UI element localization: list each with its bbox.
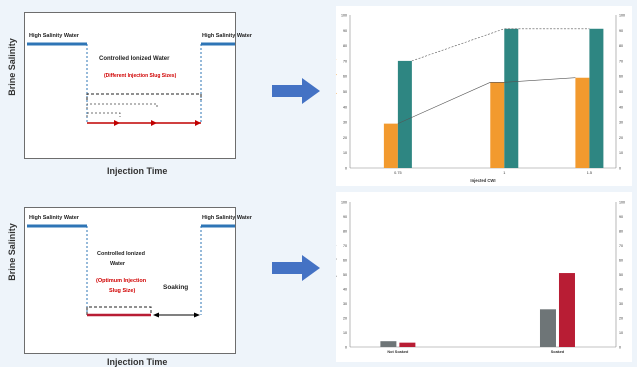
y-tick-label: 50: [343, 273, 347, 277]
bar: [589, 28, 604, 168]
y-tick-label: 30: [343, 121, 347, 125]
slug-arrow-2: [151, 120, 157, 126]
chart-soaking-svg: 0 10 20 30 40 50 60 70 80 90 100 0 10 20 30 40 50 60 70 80 9…: [336, 201, 625, 355]
y2-tick-label: 20: [619, 317, 623, 321]
y-tick-label: 40: [343, 105, 347, 109]
middle-title-line1: Controlled Ionized: [97, 251, 145, 257]
y2-tick-label: 30: [619, 121, 623, 125]
bar: [504, 28, 519, 168]
x-tick-label: 1.5: [587, 171, 592, 175]
y-axis-label-bottom: Brine Salinity: [7, 223, 17, 281]
middle-note-line2: Slug Size): [109, 288, 136, 294]
x-tick-label: Not Soaked: [387, 350, 409, 354]
bar: [490, 82, 505, 168]
y2-tick-label: 0: [619, 346, 621, 350]
right-water-label-2: High Salinity Water: [202, 215, 252, 221]
chart-soaking: 0 10 20 30 40 50 60 70 80 90 100 0 10 20 30 40 50 60 70 80 9…: [336, 192, 632, 362]
trend-line: [411, 28, 590, 62]
soaking-label: Soaking: [163, 284, 189, 291]
slug-arrow-3: [195, 120, 201, 126]
y2-tick-label: 80: [619, 44, 623, 48]
y-tick-label: 70: [343, 244, 347, 248]
y-tick-label: 70: [343, 59, 347, 63]
bar: [397, 60, 412, 168]
y2-tick-label: 60: [619, 259, 623, 263]
y2-tick-label: 0: [619, 167, 621, 171]
bar: [575, 77, 590, 168]
bottom-schematic-drawing: [27, 224, 235, 318]
y2-tick-label: 50: [619, 90, 623, 94]
bar: [383, 123, 398, 168]
y-axis-label: Incremental Tertiary Recovery Factor, %: [336, 54, 337, 129]
y2-tick-label: 10: [619, 331, 623, 335]
y2-tick-label: 90: [619, 215, 623, 219]
y-tick-label: 80: [343, 230, 347, 234]
y-tick-label: 20: [343, 317, 347, 321]
middle-title-line2: Water: [110, 261, 126, 267]
y-tick-label: 80: [343, 44, 347, 48]
y-tick-label: 40: [343, 288, 347, 292]
y-tick-label: 10: [343, 331, 347, 335]
slug-bracket-medium: [86, 103, 158, 109]
y-tick-label: 100: [341, 201, 347, 205]
optimum-slug-bracket: [86, 306, 152, 315]
x-tick-label: Soaked: [551, 350, 565, 354]
middle-note: (Different Injection Slug Sizes): [104, 73, 177, 79]
slug-arrow-1: [114, 120, 120, 126]
y-axis-label-top: Brine Salinity: [7, 38, 17, 96]
soaking-arrow-right: [194, 312, 200, 318]
y-tick-label: 60: [343, 75, 347, 79]
y2-tick-label: 40: [619, 288, 623, 292]
y-axis-label: Incremental Tertiary Recovery Factor, %: [336, 240, 337, 308]
bar: [558, 273, 575, 347]
y2-tick-label: 100: [619, 201, 625, 205]
y2-tick-label: 10: [619, 151, 623, 155]
y2-tick-label: 70: [619, 244, 623, 248]
right-water-label: High Salinity Water: [202, 33, 252, 39]
y2-tick-label: 70: [619, 59, 623, 63]
y2-tick-label: 60: [619, 75, 623, 79]
y-tick-label: 10: [343, 151, 347, 155]
trend-line: [397, 77, 576, 124]
y-tick-label: 50: [343, 90, 347, 94]
top-schematic-drawing: [27, 42, 235, 126]
y2-tick-label: 20: [619, 136, 623, 140]
bar: [539, 309, 556, 347]
y2-tick-label: 50: [619, 273, 623, 277]
y-tick-label: 20: [343, 136, 347, 140]
x-axis-label: Injected CWI: [470, 178, 495, 183]
y-tick-label: 90: [343, 215, 347, 219]
x-tick-label: 1: [503, 171, 505, 175]
x-tick-label: 0.75: [394, 171, 401, 175]
slug-bracket-large: [86, 93, 202, 100]
right-arrow-icon: [272, 255, 320, 281]
top-schematic-panel: High Salinity Water High Salinity Water …: [24, 12, 252, 159]
x-axis-label-bottom: Injection Time: [107, 357, 168, 367]
y2-tick-label: 90: [619, 29, 623, 33]
right-arrow-icon: [272, 78, 320, 104]
bar: [380, 341, 397, 347]
y2-tick-label: 40: [619, 105, 623, 109]
y-tick-label: 30: [343, 302, 347, 306]
y-tick-label: 0: [345, 167, 347, 171]
chart-slug-size-svg: 0 10 20 30 40 50 60 70 80 90 100 0 10 20 30 40 50 60 70 80 9…: [336, 14, 625, 184]
left-water-label-2: High Salinity Water: [29, 215, 79, 221]
slug-bracket-small: [86, 112, 121, 117]
y2-tick-label: 80: [619, 230, 623, 234]
middle-title: Controlled Ionized Water: [99, 56, 170, 62]
y-tick-label: 60: [343, 259, 347, 263]
y-tick-label: 0: [345, 346, 347, 350]
x-axis-label-top: Injection Time: [107, 166, 168, 176]
y-tick-label: 100: [341, 14, 347, 18]
middle-note-line1: (Optimum Injection: [96, 278, 147, 284]
bottom-schematic-panel: High Salinity Water High Salinity Water …: [24, 207, 252, 354]
left-water-label: High Salinity Water: [29, 33, 79, 39]
soaking-arrow-left: [153, 312, 159, 318]
y2-tick-label: 100: [619, 14, 625, 18]
y-tick-label: 90: [343, 29, 347, 33]
chart-slug-size: 0 10 20 30 40 50 60 70 80 90 100 0 10 20 30 40 50 60 70 80 9…: [336, 6, 632, 186]
bar: [399, 342, 416, 347]
y2-tick-label: 30: [619, 302, 623, 306]
